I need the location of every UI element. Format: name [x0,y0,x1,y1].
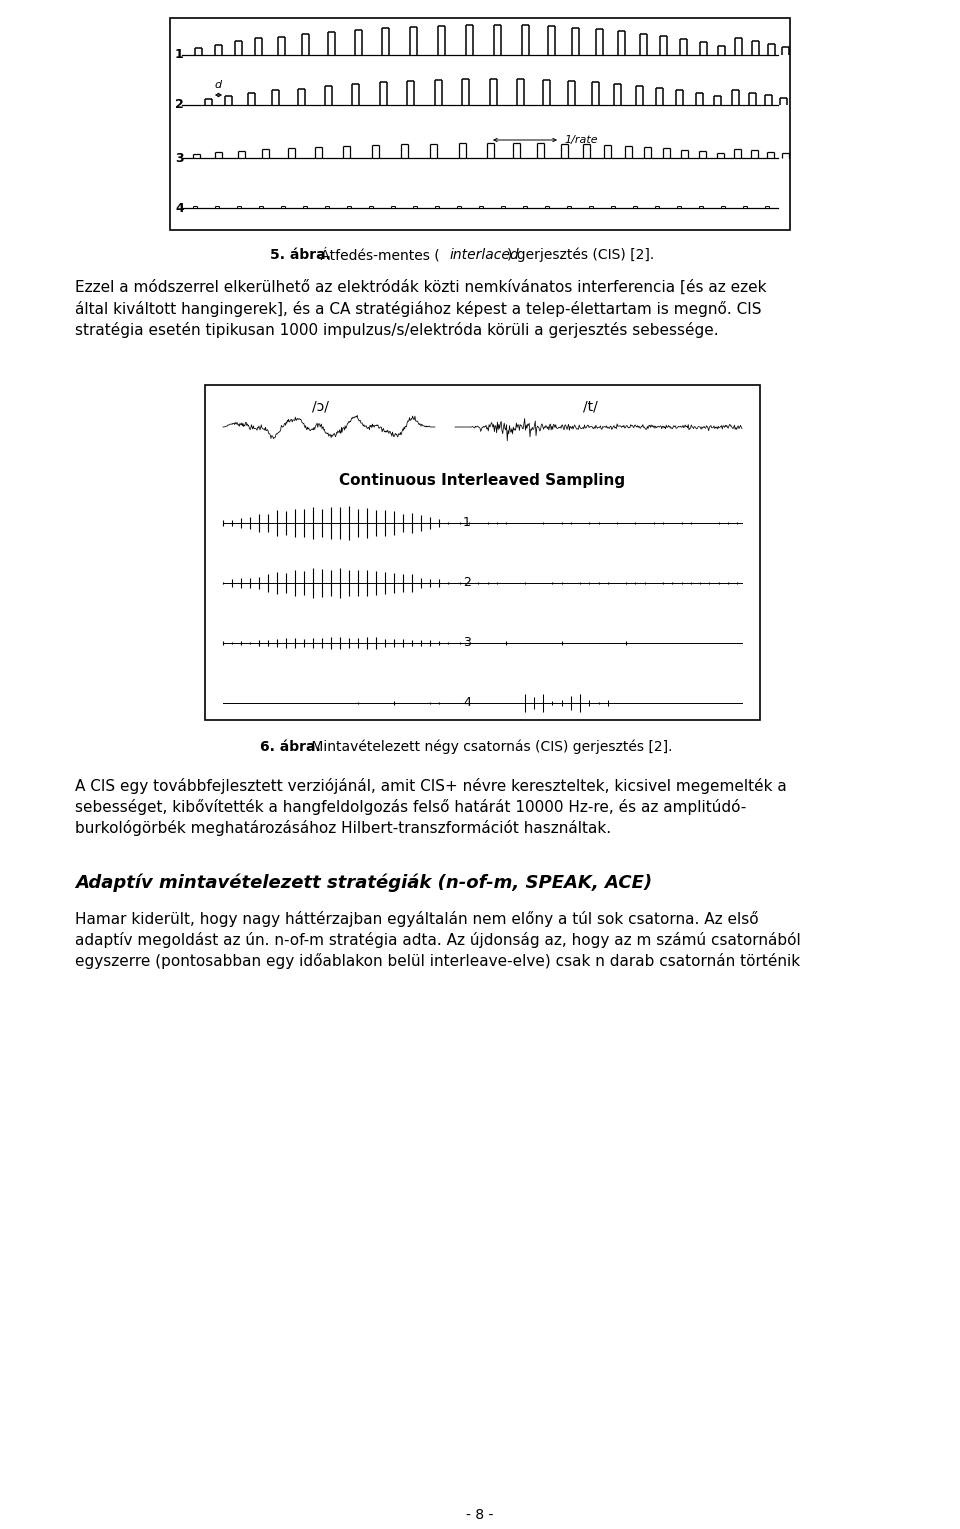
Bar [170,18,790,229]
Text: 1: 1 [175,49,183,61]
Text: 1/rate: 1/rate [564,135,598,145]
Text: d: d [215,80,222,90]
Text: /ɔ/: /ɔ/ [312,401,328,414]
Text: Átfedés-mentes (: Átfedés-mentes ( [316,248,440,263]
Text: Adaptív mintavételezett stratégiák (n-of-m, SPEAK, ACE): Adaptív mintavételezett stratégiák (n-of… [75,873,652,891]
Text: - 8 -: - 8 - [467,1508,493,1521]
Text: egyszerre (pontosabban egy időablakon belül interleave-elve) csak n darab csator: egyszerre (pontosabban egy időablakon be… [75,953,800,969]
Text: burkológörbék meghatározásához Hilbert-transzformációt használtak.: burkológörbék meghatározásához Hilbert-t… [75,820,612,836]
Text: /t/: /t/ [583,401,597,414]
Text: 6. ábra.: 6. ábra. [260,740,321,754]
Text: 3: 3 [463,636,470,650]
Text: 3: 3 [175,151,183,165]
Text: Hamar kiderült, hogy nagy háttérzajban egyáltalán nem előny a túl sok csatorna. : Hamar kiderült, hogy nagy háttérzajban e… [75,911,758,927]
Text: 2: 2 [175,98,183,112]
Text: interlaced: interlaced [450,248,519,261]
Text: Continuous Interleaved Sampling: Continuous Interleaved Sampling [340,472,626,488]
Text: 4: 4 [463,697,470,709]
Bar [205,385,760,720]
Text: által kiváltott hangingerek], és a CA stratégiához képest a telep-élettartam is : által kiváltott hangingerek], és a CA st… [75,301,761,317]
Text: sebességet, kibővítették a hangfeldolgozás felső határát 10000 Hz-re, és az ampl: sebességet, kibővítették a hangfeldolgoz… [75,800,746,815]
Text: stratégia esetén tipikusan 1000 impulzus/s/elektróda körüli a gerjesztés sebessé: stratégia esetén tipikusan 1000 impulzus… [75,323,719,338]
Text: 1: 1 [463,517,470,529]
Text: A CIS egy továbbfejlesztett verziójánál, amit CIS+ névre kereszteltek, kicsivel : A CIS egy továbbfejlesztett verziójánál,… [75,778,787,794]
Text: 5. ábra.: 5. ábra. [270,248,331,261]
Text: ) gerjesztés (CIS) [2].: ) gerjesztés (CIS) [2]. [507,248,655,263]
Text: 2: 2 [463,576,470,590]
Text: Mintavételezett négy csatornás (CIS) gerjesztés [2].: Mintavételezett négy csatornás (CIS) ger… [307,740,673,754]
Text: adaptív megoldást az ún. n-of-m stratégia adta. Az újdonság az, hogy az m számú : adaptív megoldást az ún. n-of-m stratégi… [75,933,801,948]
Text: 4: 4 [175,202,183,214]
Text: Ezzel a módszerrel elkerülhető az elektródák közti nemkívánatos interferencia [é: Ezzel a módszerrel elkerülhető az elektr… [75,280,766,295]
